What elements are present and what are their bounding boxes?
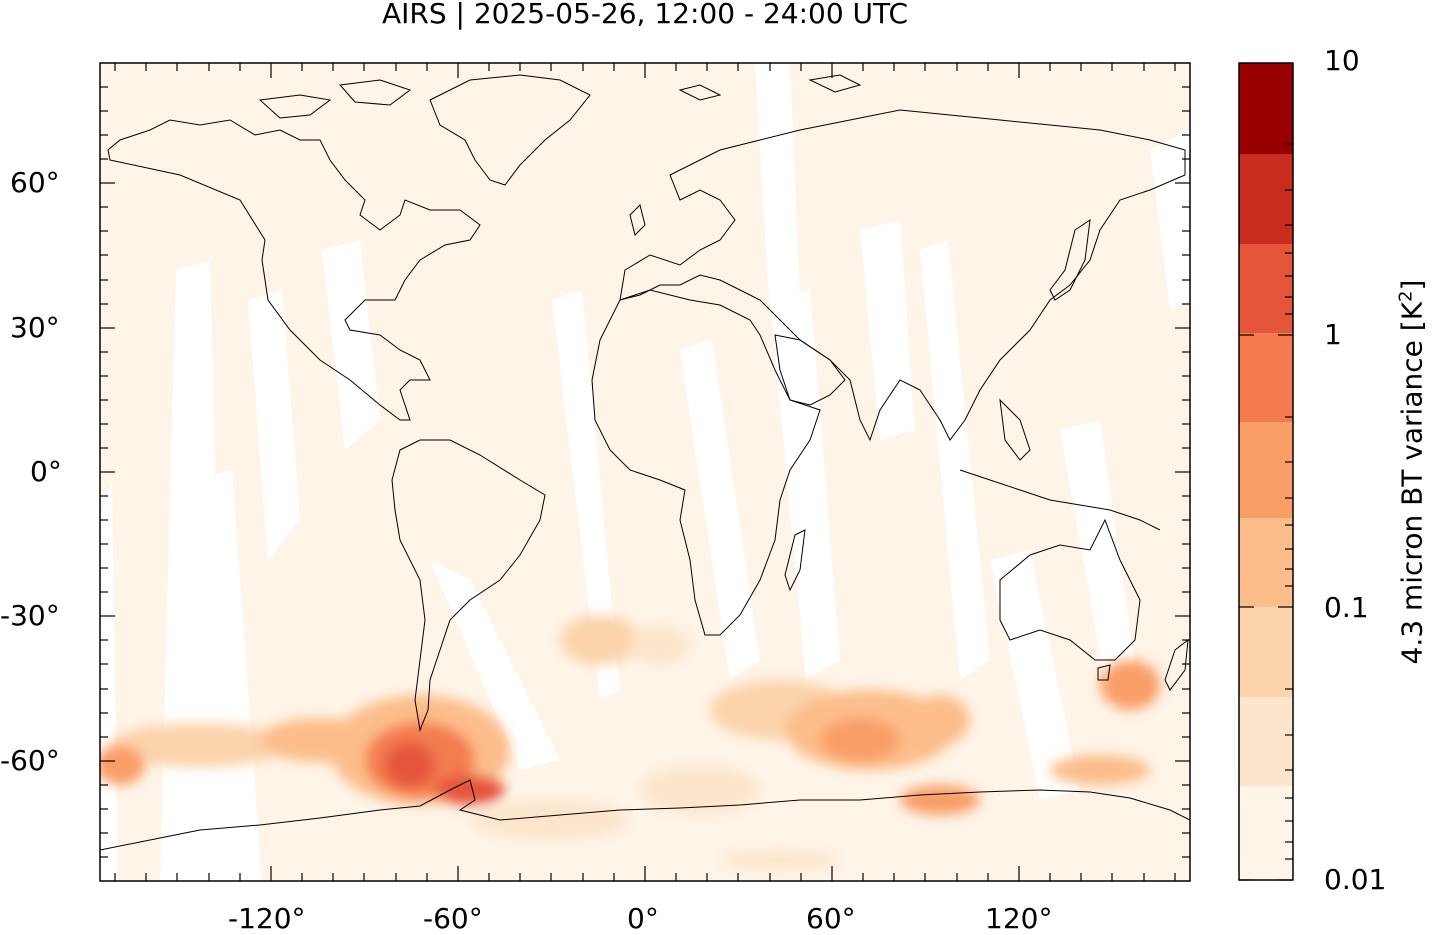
colorbar-bin-2 <box>1239 697 1293 786</box>
map-ticks <box>100 63 1190 881</box>
colorbar-label: 10 <box>1324 44 1360 77</box>
colorbar-bin-1 <box>1239 786 1293 880</box>
chart-title: AIRS | 2025-05-26, 12:00 - 24:00 UTC <box>381 0 909 30</box>
colorbar-bin-8 <box>1239 154 1293 244</box>
colorbar-title: 4.3 micron BT variance [K2] <box>1395 280 1428 665</box>
y-tick-label: 0° <box>30 455 62 488</box>
colorbar <box>1238 62 1294 881</box>
colorbar-ticks <box>1239 143 1293 881</box>
colorbar-title-superscript: 2 <box>1395 290 1417 302</box>
x-tick-label: -60° <box>423 902 483 935</box>
colorbar-bin-4 <box>1239 518 1293 607</box>
colorbar-label: 0.1 <box>1324 591 1369 624</box>
x-tick-label: 120° <box>985 902 1053 935</box>
x-tick-label: -120° <box>228 902 306 935</box>
colorbar-bin-5 <box>1239 422 1293 518</box>
colorbar-title-suffix: ] <box>1395 279 1429 291</box>
colorbar-title-text: 4.3 micron BT variance [K <box>1395 301 1429 665</box>
colorbar-frame <box>1238 62 1294 881</box>
y-tick-label: 30° <box>10 311 60 344</box>
colorbar-bin-7 <box>1239 244 1293 333</box>
colorbar-label: 0.01 <box>1324 863 1387 896</box>
colorbar-label: 1 <box>1324 318 1342 351</box>
variance-field <box>100 615 1160 870</box>
colorbar-bin-6 <box>1239 333 1293 422</box>
x-tick-label: 60° <box>806 902 856 935</box>
y-tick-label: -60° <box>0 744 60 777</box>
coastlines <box>100 74 1190 851</box>
y-tick-label: -30° <box>0 599 60 632</box>
swath-gaps <box>100 63 1190 881</box>
x-tick-label: 0° <box>627 902 659 935</box>
map-area <box>100 63 1190 881</box>
colorbar-bin-9 <box>1239 63 1293 154</box>
y-tick-label: 60° <box>10 166 60 199</box>
colorbar-bin-3 <box>1239 607 1293 697</box>
